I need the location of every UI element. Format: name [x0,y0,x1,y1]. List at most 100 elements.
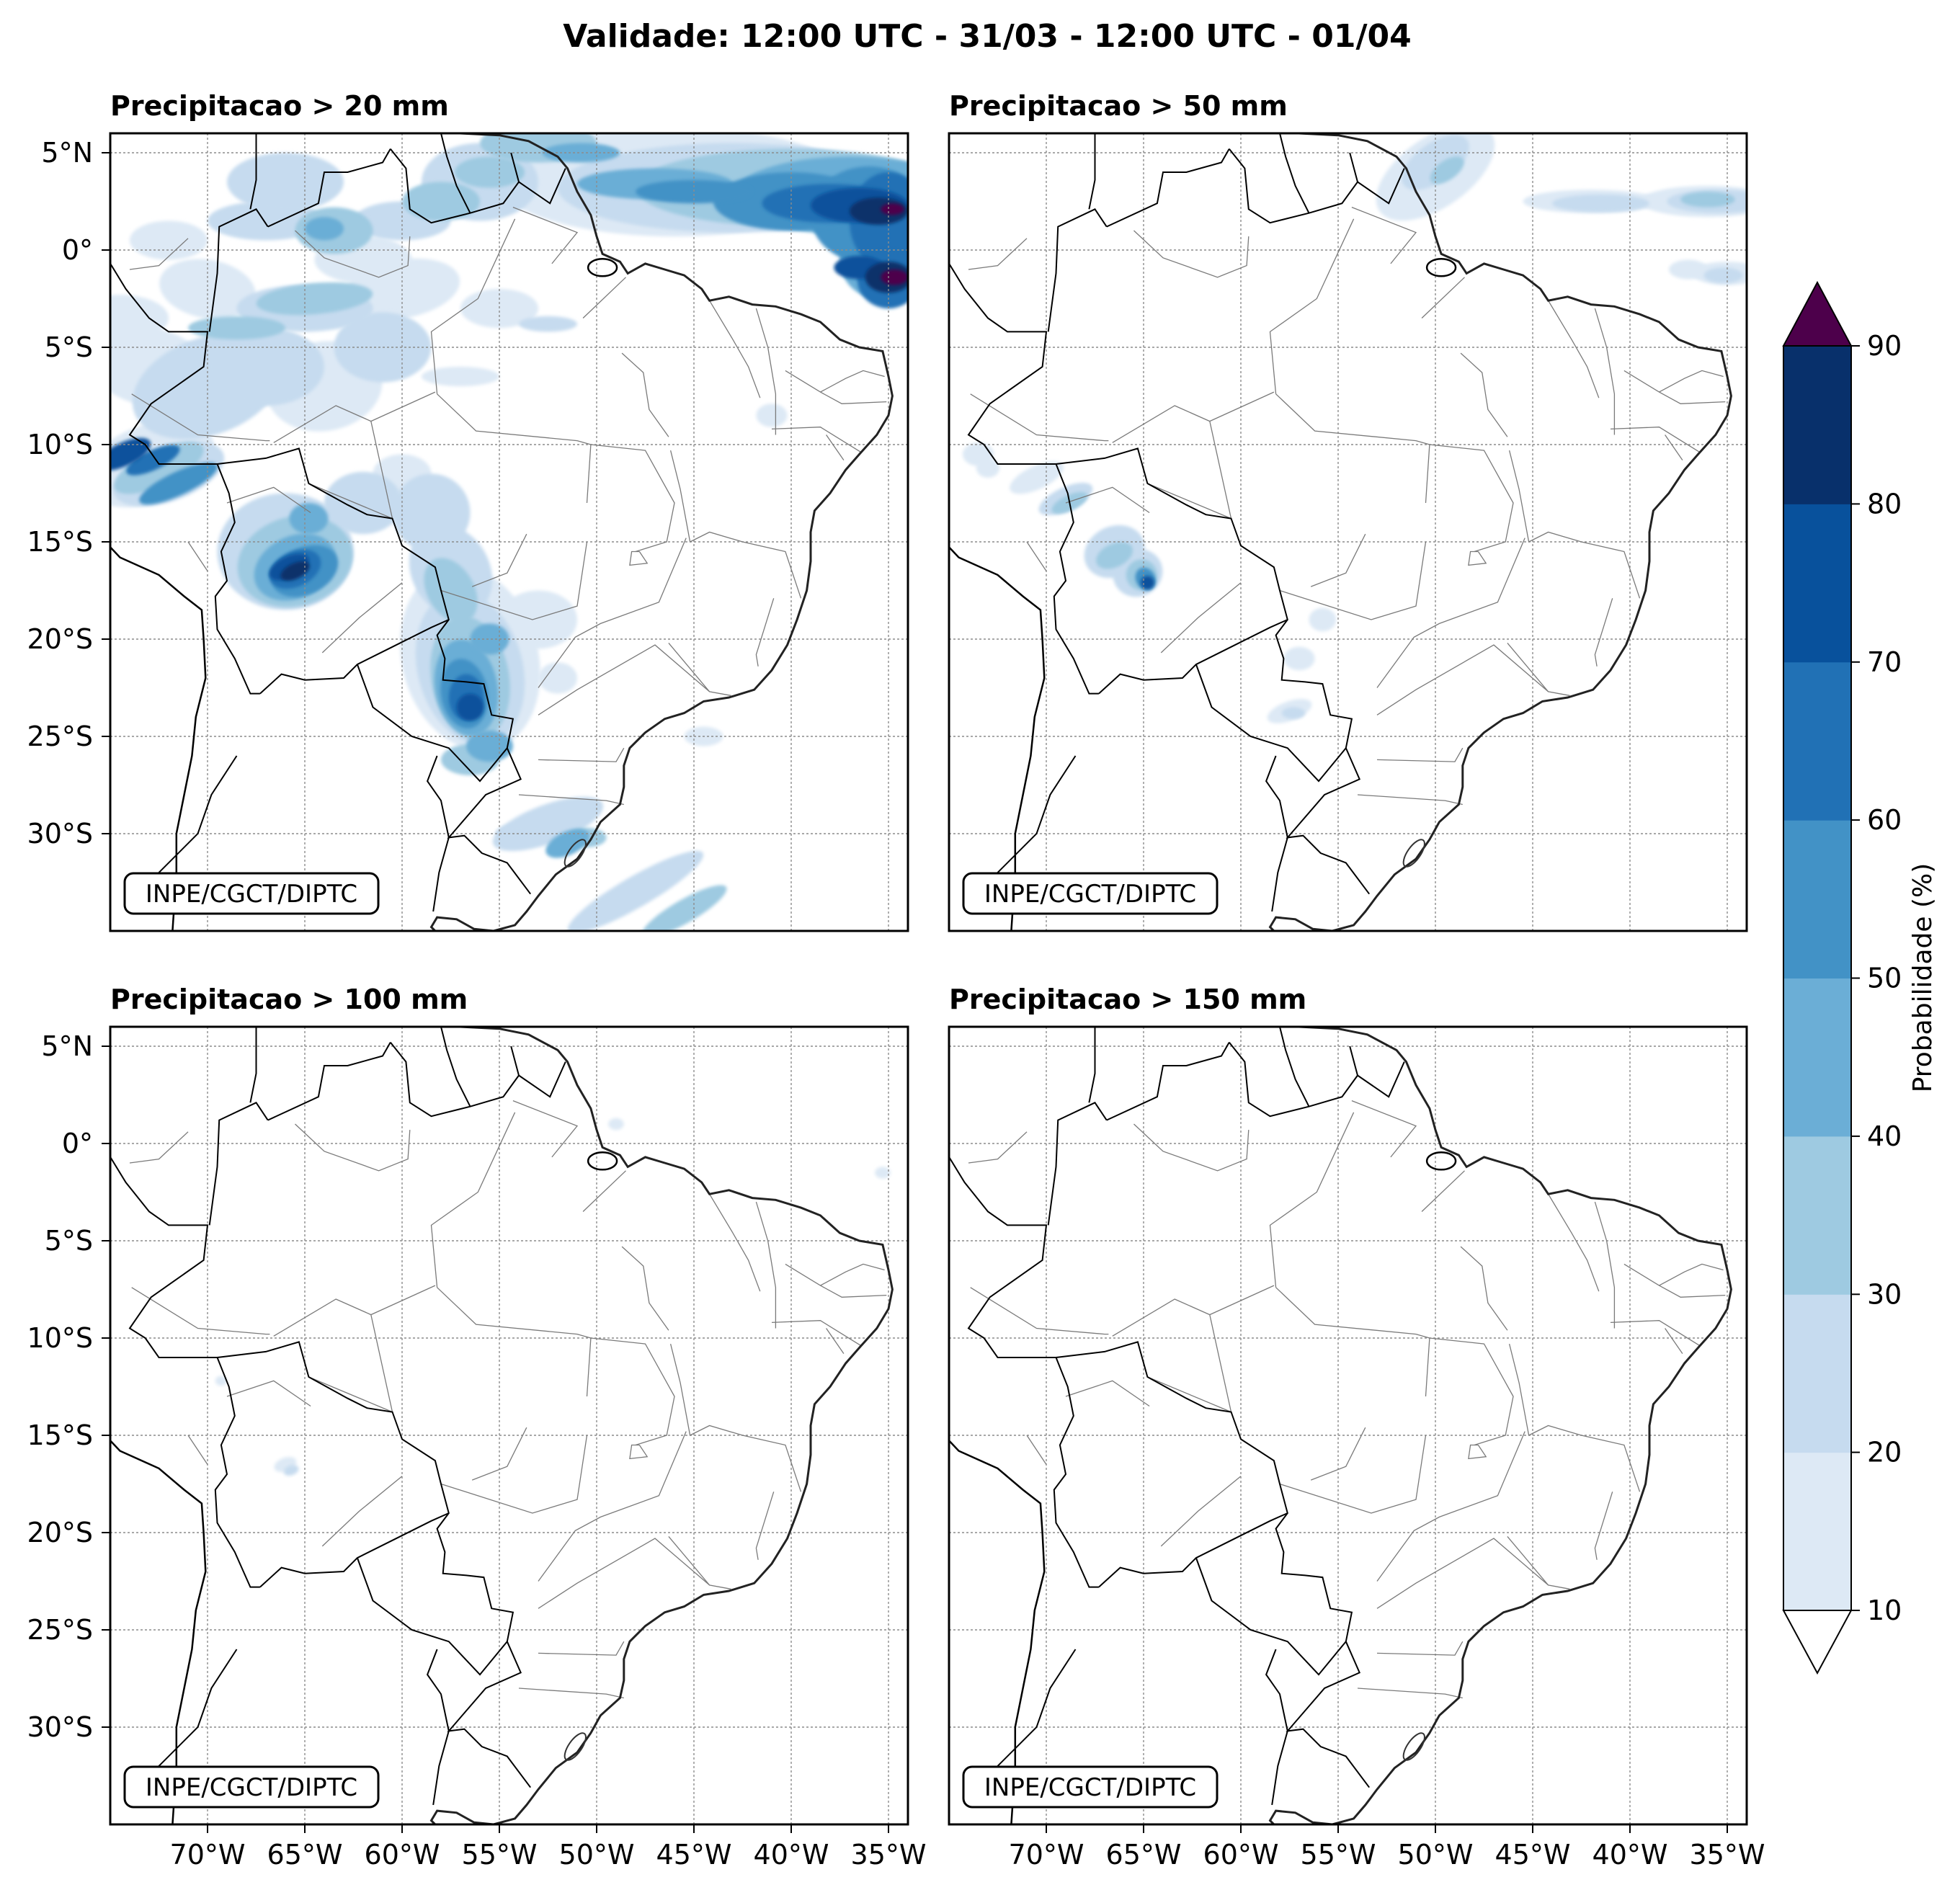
country-border [390,148,520,224]
state-border [308,483,393,520]
state-border [538,1431,687,1582]
lagoa-dos-patos [1402,839,1425,868]
country-border [356,664,508,783]
panel-gt-20mm: Precipitacao > 20 mm INPE/CGCT/DIPTC 5°N… [27,90,909,932]
state-border [471,533,527,587]
state-border [1112,1298,1232,1412]
marajo-island [1425,258,1457,277]
latitude-tick-label: 5°S [45,1225,93,1257]
state-border [273,1298,393,1412]
colorbar-label: Probabilidade (%) [1908,863,1938,1093]
state-border [1026,1435,1047,1465]
country-border [1195,1557,1347,1676]
state-border [582,1170,626,1212]
probability-contour [289,503,329,535]
state-border [321,582,403,654]
probability-contour [756,404,788,427]
state-border [440,1435,588,1514]
country-border [440,1027,471,1107]
colorbar-segment [1783,1136,1851,1295]
state-border [1209,391,1275,422]
probability-contour [422,367,499,386]
probability-contour [519,316,577,332]
state-border [1209,1285,1275,1316]
probability-contour [402,182,480,221]
country-border [1195,664,1347,783]
state-border [1508,1343,1641,1492]
state-border [785,1263,887,1298]
state-border [1112,405,1232,519]
state-border [1275,1287,1430,1397]
state-border [1594,598,1613,666]
probability-contour [470,623,509,655]
latitude-tick-label: 5°N [41,137,93,169]
state-border [669,450,802,599]
state-border [1460,352,1508,437]
country-border [1088,133,1096,210]
country-border [1053,1357,1099,1588]
map-frame [948,132,1748,932]
state-border [538,1538,710,1609]
state-border [1269,218,1355,394]
colorbar-extend-max [1782,280,1853,347]
country-border [1053,463,1099,695]
colorbar-segment [1783,661,1851,821]
probability-contour [283,1465,299,1476]
state-border [1665,434,1683,460]
pacific-coastline [110,545,207,931]
country-border [1279,133,1310,214]
country-border [1047,1102,1108,1226]
latitude-tick-label: 30°S [27,818,93,850]
state-border [1351,206,1417,264]
state-border [1376,1431,1525,1582]
state-border [1351,1100,1417,1158]
country-border [138,1649,238,1786]
state-border [437,1287,592,1397]
state-border [129,1131,189,1164]
probability-contour [1096,542,1133,569]
probability-contour [215,1376,227,1386]
state-border [1623,370,1726,404]
state-border [1376,1538,1549,1609]
probability-contour [1283,646,1315,671]
probability-contour [324,471,402,535]
country-border [949,262,1056,465]
state-border [1357,1687,1463,1699]
country-border [1265,1649,1288,1806]
country-border [208,1102,269,1226]
political-borders [110,133,894,931]
state-border [1548,300,1600,398]
probability-field [962,133,1747,723]
state-border [755,308,777,435]
country-border [390,1041,520,1118]
figure-title: Validade: 12:00 UTC - 31/03 - 12:00 UTC … [563,18,1412,55]
country-border [259,1512,450,1588]
state-border [970,393,1109,442]
longitude-tick-label: 60°W [365,1839,440,1871]
longitude-tick-label: 35°W [1690,1839,1765,1871]
country-border [518,168,566,205]
state-border [590,1337,675,1446]
panel-title: Precipitacao > 150 mm [949,984,1306,1015]
state-border [1468,1444,1487,1460]
state-border [1310,533,1366,587]
state-border [582,277,626,318]
country-border [949,1155,1056,1358]
longitude-tick-label: 50°W [559,1839,635,1871]
state-border [1594,1492,1613,1560]
state-border [1160,1476,1242,1547]
panel-gt-50mm: Precipitacao > 50 mm INPE/CGCT/DIPTC [948,90,1748,932]
probability-contour [454,156,525,188]
probability-field [110,133,908,931]
probability-contour [641,885,727,931]
latitude-labels: 5°N 0° 5°S 10°S 15°S 20°S 25°S 30°S [27,137,110,850]
state-border [771,427,862,453]
state-border [1310,1427,1366,1481]
state-border [440,541,588,620]
probability-field [215,1118,891,1476]
country-border [214,463,260,695]
colorbar-segment [1783,346,1851,504]
state-border [709,300,761,398]
atlantic-coastline [429,133,894,931]
lagoa-dos-patos [1402,1732,1425,1761]
